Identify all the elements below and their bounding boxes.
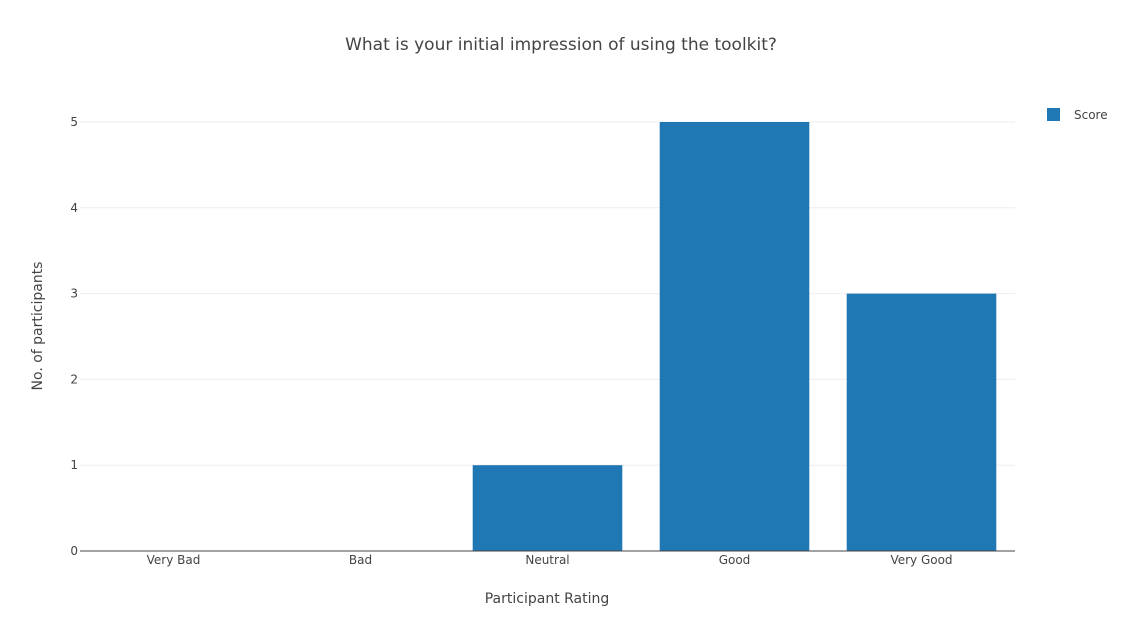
y-tick-label-1: 1 xyxy=(70,458,78,472)
x-tick-label-very-good: Very Good xyxy=(890,553,952,567)
legend[interactable]: Score xyxy=(1047,108,1108,122)
x-tick-label-bad: Bad xyxy=(349,553,372,567)
x-tick-label-very-bad: Very Bad xyxy=(147,553,201,567)
bar-neutral[interactable] xyxy=(472,465,623,551)
y-tick-label-3: 3 xyxy=(70,287,78,301)
bar-very-good[interactable] xyxy=(846,293,997,551)
x-tick-label-neutral: Neutral xyxy=(525,553,569,567)
y-axis-title: No. of participants xyxy=(30,262,46,391)
bars xyxy=(472,122,997,551)
legend-swatch-score xyxy=(1047,108,1060,121)
y-tick-label-0: 0 xyxy=(70,544,78,558)
y-tick-label-5: 5 xyxy=(70,115,78,129)
chart-title: What is your initial impression of using… xyxy=(345,35,777,55)
y-tick-label-4: 4 xyxy=(70,201,78,215)
x-axis-ticks: Very Bad Bad Neutral Good Very Good xyxy=(147,553,953,567)
y-axis-ticks: 0 1 2 3 4 5 xyxy=(70,115,78,558)
y-tick-label-2: 2 xyxy=(70,372,78,386)
bar-good[interactable] xyxy=(659,122,810,551)
x-tick-label-good: Good xyxy=(719,553,751,567)
legend-label-score: Score xyxy=(1074,108,1108,122)
x-axis-title: Participant Rating xyxy=(485,591,610,607)
